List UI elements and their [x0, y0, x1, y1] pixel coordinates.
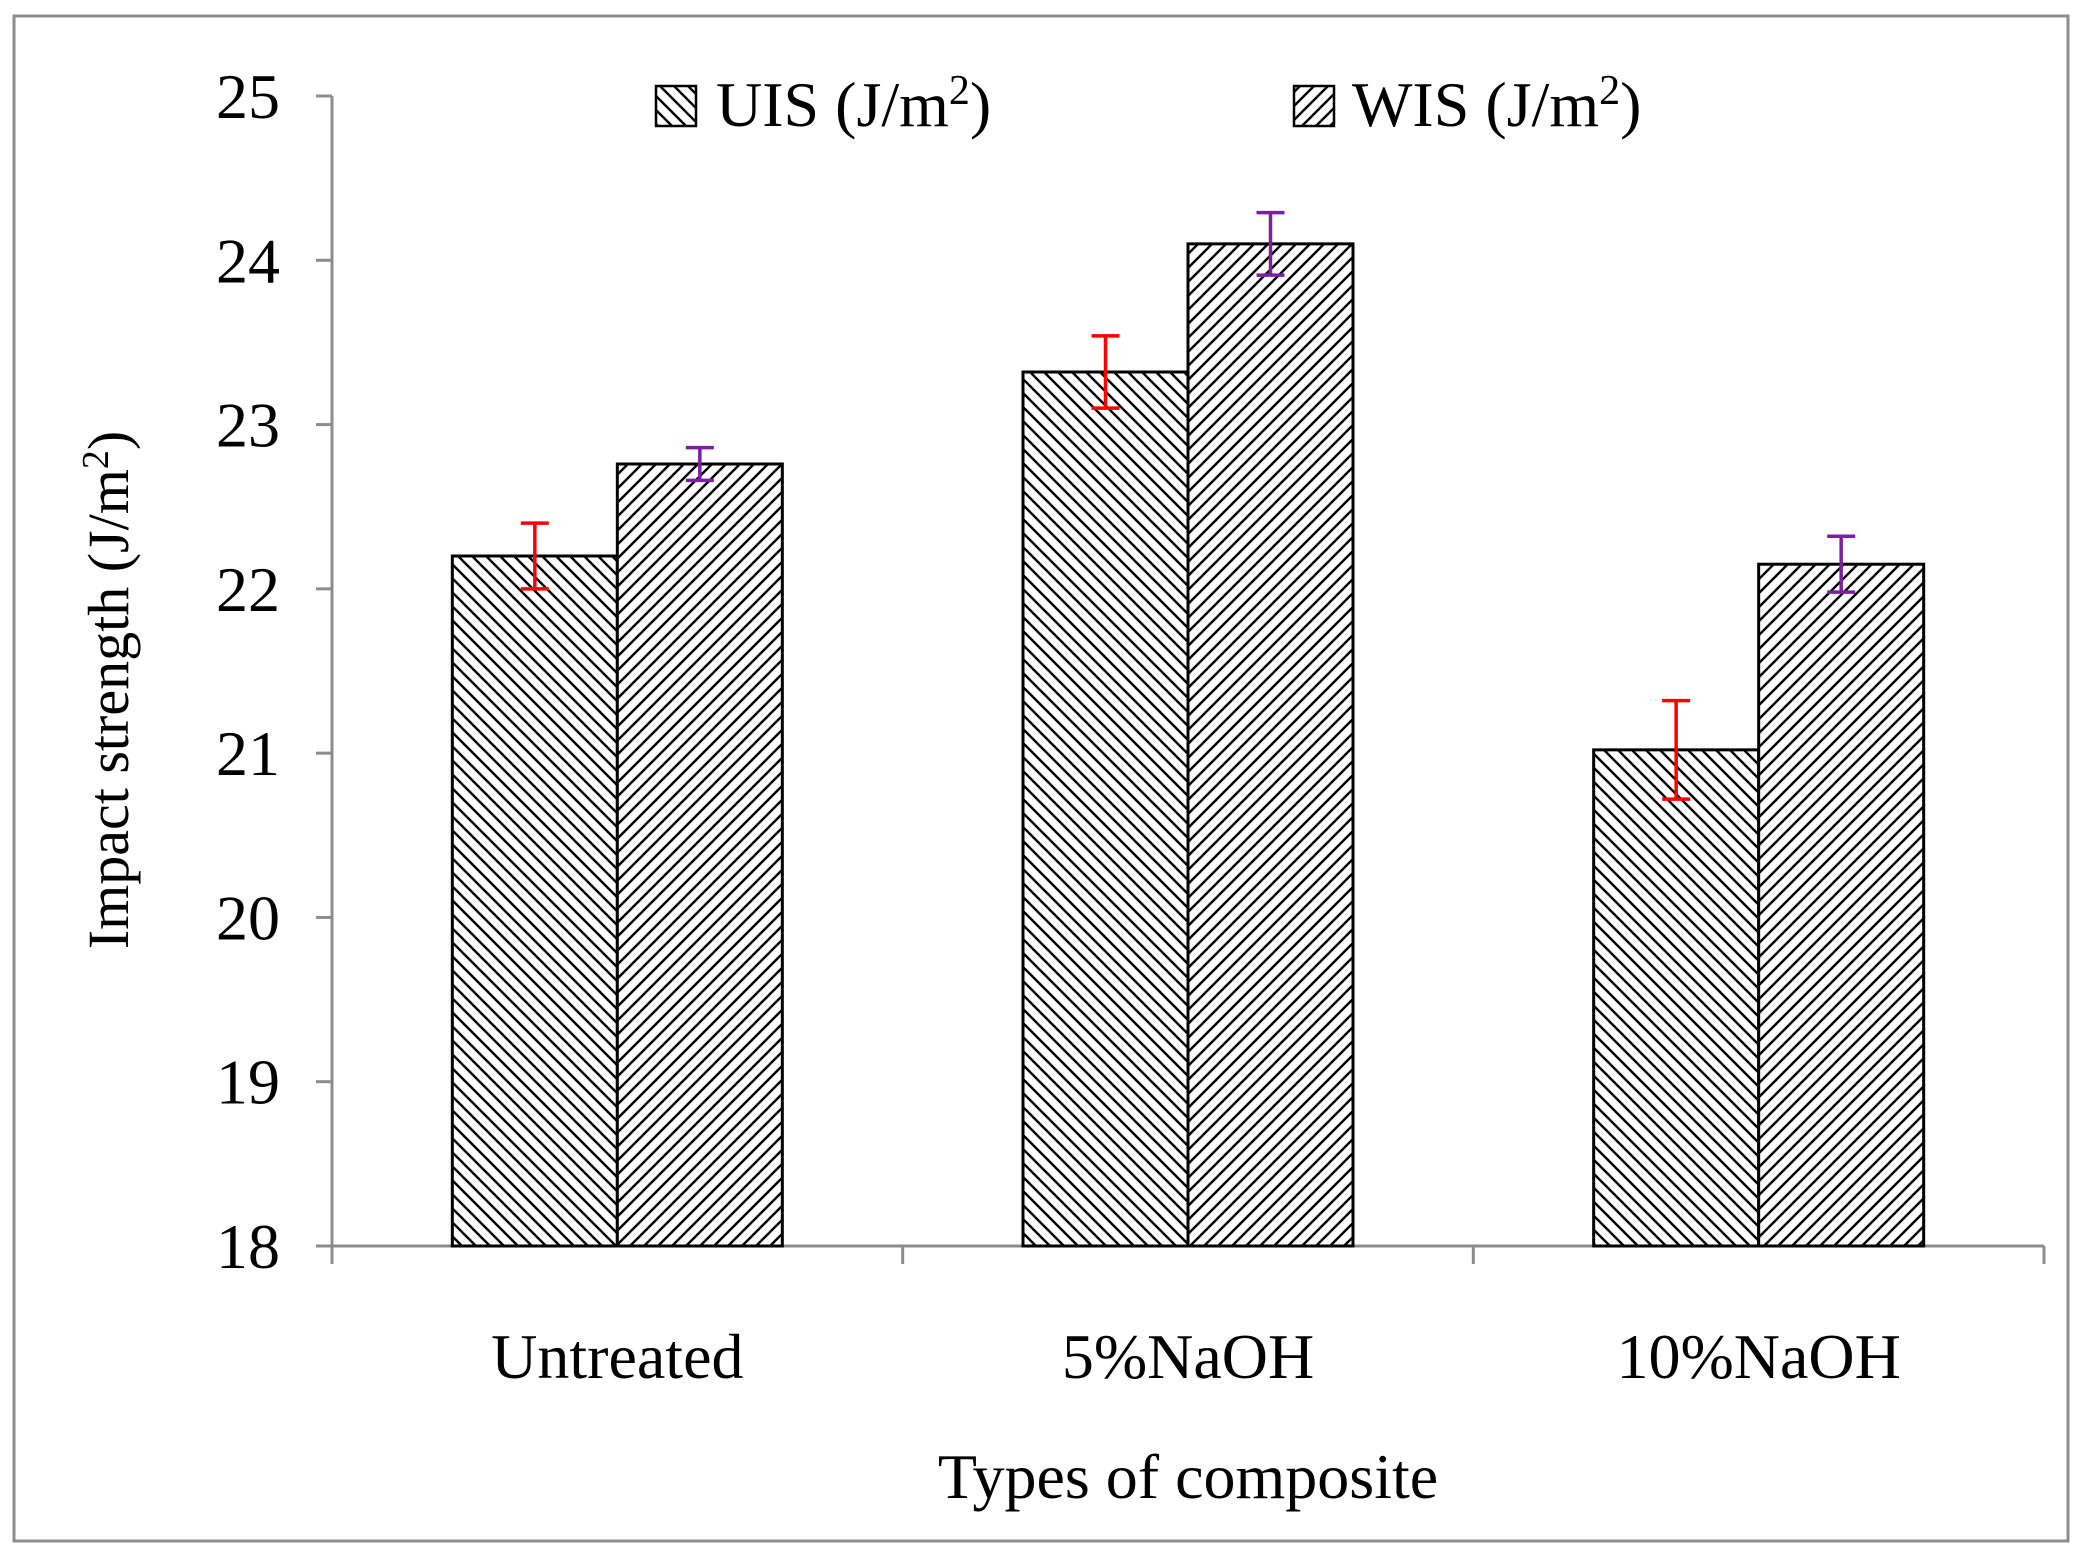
y-tick-label: 24 — [216, 225, 280, 296]
legend-swatch-uis — [654, 84, 698, 128]
x-axis-ticks — [330, 1246, 2046, 1264]
y-tick-label: 18 — [216, 1211, 280, 1282]
error-bar-uis — [1662, 698, 1691, 801]
legend-label-uis: UIS (J/m2) — [716, 68, 991, 140]
error-bar-wis — [1256, 210, 1285, 277]
y-tick-label: 20 — [216, 882, 280, 953]
y-tick-label: 23 — [216, 390, 280, 461]
bar-wis — [1757, 562, 1926, 1248]
x-category-label: 10%NaOH — [1616, 1321, 1900, 1392]
chart-frame — [12, 14, 2070, 1543]
legend-item-uis: UIS (J/m2) — [654, 68, 991, 140]
y-axis-ticks: 18 19 20 21 22 23 24 25 — [216, 61, 332, 1282]
bar-uis — [450, 554, 619, 1248]
bar-uis — [1021, 370, 1190, 1248]
legend-item-wis: WIS (J/m2) — [1292, 68, 1641, 140]
x-category-label: Untreated — [491, 1321, 743, 1392]
y-tick-label: 25 — [216, 61, 280, 132]
bar-wis — [1186, 242, 1355, 1248]
y-axis-title: Impact strength (J/m2) — [75, 431, 141, 949]
error-bar-uis — [520, 521, 549, 591]
legend: UIS (J/m2) WIS (J/m2) — [654, 68, 1641, 140]
error-bar-wis — [685, 445, 714, 483]
y-tick-label: 22 — [216, 554, 280, 625]
x-axis-title: Types of composite — [938, 1441, 1438, 1512]
y-tick-label: 19 — [216, 1047, 280, 1118]
category-labels: Untreated 5%NaOH 10%NaOH — [491, 1321, 1901, 1392]
bars-group — [450, 242, 1926, 1248]
x-category-label: 5%NaOH — [1062, 1321, 1314, 1392]
bar-uis — [1592, 748, 1761, 1248]
legend-label-wis: WIS (J/m2) — [1352, 68, 1641, 140]
error-bar-wis — [1827, 534, 1856, 594]
error-bars-group — [520, 210, 1856, 801]
legend-swatch-wis — [1292, 84, 1336, 128]
bar-wis — [615, 462, 784, 1248]
error-bar-uis — [1091, 334, 1120, 410]
y-tick-label: 21 — [216, 718, 280, 789]
